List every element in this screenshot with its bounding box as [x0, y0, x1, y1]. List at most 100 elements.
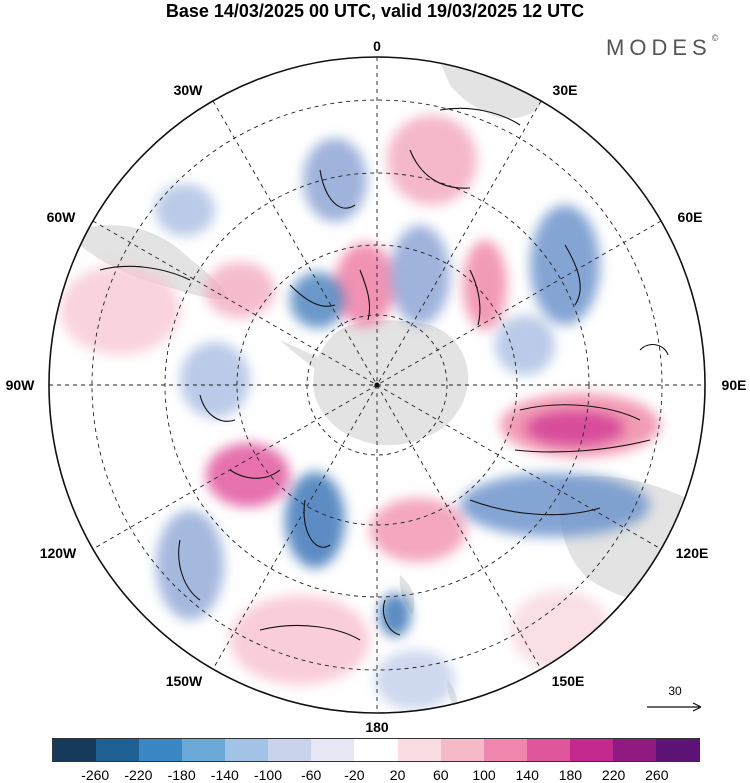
- reference-vector-label: 30: [668, 684, 682, 698]
- copyright-mark: ©: [711, 33, 719, 43]
- meridian: [212, 100, 542, 670]
- negative-anomaly-110e: [460, 473, 650, 537]
- colorbar-tick-label: 220: [601, 767, 626, 783]
- colorbar-swatch: [612, 739, 656, 761]
- colorbar-swatch: [569, 739, 613, 761]
- colorbar-swatch: [96, 739, 140, 761]
- map-boundary: [48, 56, 706, 714]
- south-america-land: [80, 225, 230, 300]
- positive-anomaly-east-indian-core: [525, 410, 625, 446]
- streamline: [382, 599, 401, 636]
- negative-anomaly-150w: [156, 510, 224, 620]
- map-title: Base 14/03/2025 00 UTC, valid 19/03/2025…: [165, 1, 585, 21]
- streamline: [519, 404, 641, 421]
- label-lon-150w: 150W: [166, 673, 203, 689]
- label-lon-120w: 120W: [40, 545, 77, 561]
- colorbar-tick-label: 260: [645, 767, 669, 783]
- streamline: [564, 244, 581, 306]
- colorbar-swatch: [182, 739, 226, 761]
- positive-anomaly-south-america: [60, 265, 180, 355]
- negative-anomaly-90w: [180, 342, 250, 418]
- negative-anomaly-60w: [155, 184, 215, 236]
- colorbar-swatch: [53, 739, 97, 761]
- wind-vector-field: [99, 107, 669, 641]
- label-lon-120e: 120E: [676, 545, 709, 561]
- streamline: [319, 169, 356, 209]
- label-lon-180: 180: [365, 719, 389, 735]
- colorbar-swatch: [225, 739, 269, 761]
- meridian: [92, 220, 662, 550]
- colorbar-swatch: [483, 739, 527, 761]
- anomaly-field: [60, 115, 660, 710]
- colorbar-tick-label: 140: [515, 767, 539, 783]
- label-lon-90e: 90E: [722, 377, 747, 393]
- streamline: [639, 344, 669, 356]
- streamline: [303, 499, 331, 548]
- streamline: [178, 539, 201, 601]
- africa-land: [440, 61, 545, 119]
- positive-anomaly-ross: [370, 498, 466, 562]
- positive-anomaly-south-atlantic: [387, 115, 477, 205]
- label-lon-90w: 90W: [6, 377, 36, 393]
- colorbar-tick-labels: -260 -220 -180 -140 -100 -60 -20 20 60 100 140 180 2…: [52, 767, 700, 783]
- negative-anomaly-180: [379, 593, 411, 637]
- brand-logo: MODES©: [606, 33, 719, 61]
- positive-anomaly-drake: [205, 262, 275, 318]
- colorbar-tick-label: 180: [558, 767, 583, 783]
- label-lon-60e: 60E: [678, 209, 703, 225]
- reference-vector: 30: [647, 684, 702, 712]
- streamline: [514, 439, 651, 453]
- positive-anomaly-bellingshausen: [206, 443, 290, 507]
- streamline: [439, 107, 521, 126]
- colorbar-tick-label: 60: [433, 767, 449, 783]
- negative-anomaly-weddell-west: [290, 272, 346, 328]
- streamline: [259, 625, 361, 641]
- colorbar-tick-label: 20: [389, 767, 406, 783]
- streamline: [409, 149, 471, 189]
- streamline: [469, 499, 601, 516]
- streamline: [289, 284, 336, 307]
- antarctica-land: [313, 320, 469, 446]
- colorbar-swatch: [655, 739, 699, 761]
- colorbar-swatch: [139, 739, 183, 761]
- negative-anomaly-170e: [375, 650, 455, 710]
- colorbar-swatch: [397, 739, 441, 761]
- negative-anomaly-0e: [390, 225, 450, 325]
- brand-name: MODES: [606, 35, 712, 60]
- colorbar-tick-label: -260: [81, 767, 110, 783]
- colorbar-swatch: [440, 739, 484, 761]
- negative-anomaly-south-atlantic: [303, 138, 367, 222]
- streamline: [469, 269, 481, 326]
- meridian: [212, 100, 542, 670]
- positive-anomaly-pacific: [230, 595, 370, 685]
- streamline: [359, 269, 371, 321]
- colorbar-tick-label: 100: [472, 767, 496, 783]
- latitude-circle: [91, 99, 663, 671]
- label-lon-30w: 30W: [174, 82, 204, 98]
- negative-anomaly-60e: [530, 205, 600, 325]
- colorbar-tick-label: -100: [253, 767, 283, 783]
- label-lon-0: 0: [373, 38, 381, 54]
- positive-anomaly-30e: [463, 240, 507, 330]
- colorbar-tick-label: -220: [124, 767, 153, 783]
- colorbar-swatch: [311, 739, 355, 761]
- negative-anomaly-50e: [495, 315, 555, 375]
- colorbar-tick-label: -20: [344, 767, 365, 783]
- meridian: [92, 220, 662, 550]
- graticule: [49, 57, 705, 713]
- negative-anomaly-130w: [285, 472, 345, 568]
- streamline: [199, 394, 236, 422]
- south-pole-marker: [374, 382, 380, 388]
- antarctic-peninsula-land: [280, 340, 322, 372]
- label-lon-30e: 30E: [553, 82, 578, 98]
- streamline: [99, 265, 191, 281]
- colorbar-swatch: [354, 739, 398, 761]
- label-lon-60w: 60W: [47, 209, 77, 225]
- colorbar: [52, 738, 700, 762]
- polar-map: 0 30E 60E 90E 120E 150E 180 150W 120W 90…: [6, 38, 747, 735]
- colorbar-tick-label: -60: [301, 767, 322, 783]
- longitude-labels: 0 30E 60E 90E 120E 150E 180 150W 120W 90…: [6, 38, 747, 735]
- new-zealand-land: [399, 575, 415, 615]
- colorbar-tick-label: -180: [167, 767, 196, 783]
- label-lon-150e: 150E: [552, 673, 585, 689]
